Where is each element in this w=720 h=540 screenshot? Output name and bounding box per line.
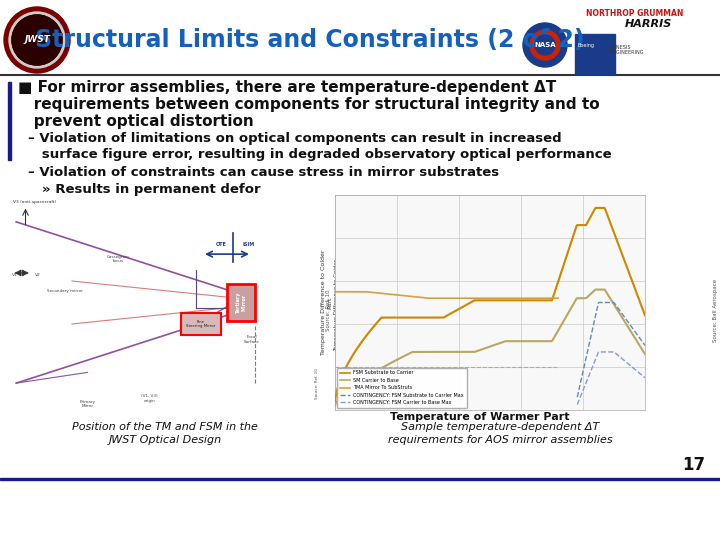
Text: OTE: OTE [215,242,226,247]
Text: – Violation of limitations on optical components can result in increased: – Violation of limitations on optical co… [28,132,562,145]
Text: Secondary mirror: Secondary mirror [48,289,83,293]
Text: (V1, V3)
origin: (V1, V3) origin [141,394,158,403]
Text: Source: Ref. 10: Source: Ref. 10 [315,368,319,399]
Text: ISIM: ISIM [243,242,255,247]
Text: Tertiary
Mirror: Tertiary Mirror [235,292,246,313]
Bar [0,75,720,480]
Text: NORTHROP GRUMMAN: NORTHROP GRUMMAN [586,9,684,17]
Text: V3 (anti-spacecraft): V3 (anti-spacecraft) [13,200,56,204]
Circle shape [12,15,62,65]
Y-axis label: Temperature Difference to Colder
Part: Temperature Difference to Colder Part [321,249,332,355]
Text: GENESIS
ENGINEERING: GENESIS ENGINEERING [610,45,644,56]
Bar [10,195,320,410]
Text: Primary
Mirror: Primary Mirror [79,400,96,408]
Text: Position of the TM and FSM in the
JWST Optical Design: Position of the TM and FSM in the JWST O… [72,422,258,445]
Bar [227,284,255,321]
Text: NASA: NASA [534,42,556,48]
Text: Temperature Difference to Colder
Part: Temperature Difference to Colder Part [334,259,346,351]
Circle shape [12,15,62,65]
Text: Temperature of Warmer Part: Temperature of Warmer Part [390,412,570,422]
Text: prevent optical distortion: prevent optical distortion [18,114,253,129]
Text: 17: 17 [682,456,705,474]
Text: » Results in permanent defor: » Results in permanent defor [42,183,261,196]
Circle shape [530,30,560,60]
Text: Fine
Steering Mirror: Fine Steering Mirror [186,320,215,328]
Legend: FSM Substrate to Carrier, SM Carrier to Base, TMA Mirror To SubStruts, CONTINGEN: FSM Substrate to Carrier, SM Carrier to … [338,368,467,408]
Text: – Violation of constraints can cause stress in mirror substrates: – Violation of constraints can cause str… [28,166,499,179]
Circle shape [523,23,567,67]
Circle shape [535,35,555,55]
Text: Cassegrain
focus: Cassegrain focus [107,254,130,263]
Bar [181,313,221,335]
Bar [0,478,720,480]
Circle shape [4,7,70,73]
Text: JWST: JWST [24,36,50,44]
Text: Boeing: Boeing [578,43,595,48]
Text: Source: Ref. 10: Source: Ref. 10 [325,289,330,330]
Text: Source: Ball Aerospace: Source: Ball Aerospace [713,279,718,342]
Bar [575,34,615,74]
Text: surface figure error, resulting in degraded observatory optical performance: surface figure error, resulting in degra… [28,148,611,161]
Text: V2: V2 [35,273,40,276]
Text: Focal
Surface: Focal Surface [244,335,260,344]
Bar [8,82,11,160]
Bar [0,0,720,75]
Circle shape [9,12,65,68]
Text: requirements between components for structural integrity and to: requirements between components for stru… [18,97,600,112]
Text: V1: V1 [12,273,17,276]
Text: Structural Limits and Constraints (2 of 2): Structural Limits and Constraints (2 of … [35,28,585,52]
Text: ■ For mirror assemblies, there are temperature-dependent ΔT: ■ For mirror assemblies, there are tempe… [18,80,557,95]
Text: Sample temperature-dependent ΔT
requirements for AOS mirror assemblies: Sample temperature-dependent ΔT requirem… [387,422,612,445]
Text: HARRIS: HARRIS [624,19,672,29]
